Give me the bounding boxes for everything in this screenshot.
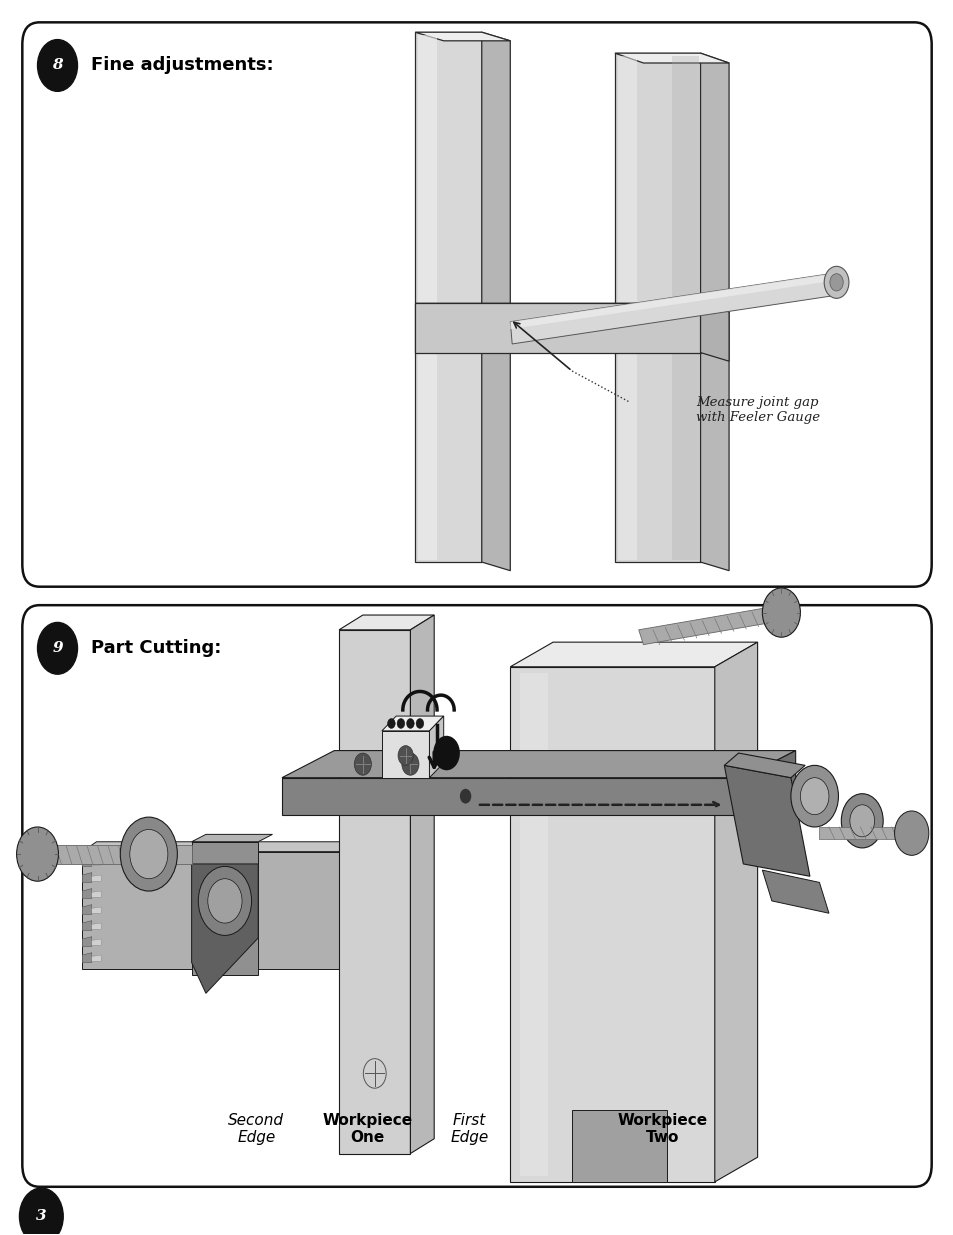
Text: 8: 8: [52, 58, 63, 73]
Circle shape: [823, 267, 848, 299]
Circle shape: [841, 794, 882, 848]
Polygon shape: [82, 920, 91, 930]
Polygon shape: [282, 778, 742, 815]
FancyBboxPatch shape: [22, 605, 931, 1187]
Polygon shape: [510, 642, 757, 667]
Circle shape: [433, 736, 459, 771]
Polygon shape: [723, 753, 804, 778]
Polygon shape: [519, 673, 548, 1176]
Circle shape: [401, 753, 418, 776]
Polygon shape: [338, 615, 434, 630]
Text: 9: 9: [52, 641, 63, 656]
Polygon shape: [510, 273, 840, 343]
Polygon shape: [82, 873, 91, 883]
Circle shape: [397, 746, 413, 766]
Polygon shape: [91, 892, 101, 897]
Circle shape: [120, 818, 177, 892]
Circle shape: [387, 719, 395, 729]
Circle shape: [800, 778, 828, 815]
Polygon shape: [381, 716, 443, 731]
Polygon shape: [22, 846, 192, 864]
Polygon shape: [700, 53, 728, 571]
Polygon shape: [91, 955, 101, 961]
Polygon shape: [417, 35, 436, 559]
Polygon shape: [618, 56, 637, 559]
Polygon shape: [671, 56, 698, 559]
Polygon shape: [429, 716, 443, 778]
Polygon shape: [82, 889, 91, 898]
Polygon shape: [82, 904, 91, 914]
Circle shape: [894, 811, 928, 856]
Circle shape: [396, 719, 404, 729]
Polygon shape: [714, 642, 757, 1182]
Text: Workpiece
One: Workpiece One: [322, 1113, 413, 1145]
Polygon shape: [82, 852, 410, 968]
Circle shape: [790, 766, 838, 827]
Polygon shape: [82, 952, 91, 962]
Circle shape: [208, 879, 242, 923]
Text: 3: 3: [36, 1209, 47, 1224]
Circle shape: [354, 753, 371, 776]
Polygon shape: [91, 860, 101, 866]
Polygon shape: [82, 842, 424, 852]
Text: Second
Edge: Second Edge: [228, 1113, 284, 1145]
Circle shape: [19, 1188, 63, 1235]
Polygon shape: [615, 53, 700, 562]
Polygon shape: [415, 304, 700, 352]
Text: Part Cutting:: Part Cutting:: [91, 640, 221, 657]
Polygon shape: [572, 1110, 666, 1182]
Polygon shape: [415, 304, 728, 312]
Polygon shape: [381, 731, 429, 778]
Polygon shape: [415, 32, 510, 41]
Polygon shape: [192, 864, 258, 993]
Polygon shape: [91, 876, 101, 882]
Polygon shape: [82, 936, 91, 946]
Polygon shape: [742, 751, 795, 815]
Polygon shape: [338, 630, 410, 1153]
Circle shape: [198, 867, 252, 935]
Polygon shape: [91, 906, 101, 913]
Polygon shape: [639, 605, 785, 645]
Text: First
Edge: First Edge: [450, 1113, 488, 1145]
Polygon shape: [82, 857, 91, 867]
Polygon shape: [700, 304, 728, 361]
Polygon shape: [192, 842, 258, 974]
Circle shape: [37, 40, 77, 91]
Circle shape: [130, 830, 168, 879]
Text: Workpiece
Two: Workpiece Two: [617, 1113, 707, 1145]
Polygon shape: [282, 751, 795, 778]
Circle shape: [406, 719, 414, 729]
FancyBboxPatch shape: [22, 22, 931, 587]
Circle shape: [16, 827, 58, 882]
Polygon shape: [723, 766, 809, 877]
Polygon shape: [510, 667, 714, 1182]
Polygon shape: [91, 923, 101, 929]
Polygon shape: [415, 32, 481, 562]
Text: Fine adjustments:: Fine adjustments:: [91, 57, 274, 74]
Circle shape: [37, 622, 77, 674]
Circle shape: [459, 789, 471, 804]
Polygon shape: [192, 835, 273, 842]
Text: Measure joint gap
with Feeler Gauge: Measure joint gap with Feeler Gauge: [695, 395, 819, 424]
Polygon shape: [615, 53, 728, 63]
Polygon shape: [510, 273, 838, 330]
Circle shape: [416, 719, 423, 729]
Polygon shape: [819, 827, 919, 840]
Polygon shape: [481, 32, 510, 571]
Polygon shape: [91, 939, 101, 945]
Polygon shape: [410, 615, 434, 1153]
Circle shape: [829, 274, 842, 291]
Circle shape: [761, 588, 800, 637]
Polygon shape: [761, 871, 828, 913]
Circle shape: [849, 805, 874, 837]
